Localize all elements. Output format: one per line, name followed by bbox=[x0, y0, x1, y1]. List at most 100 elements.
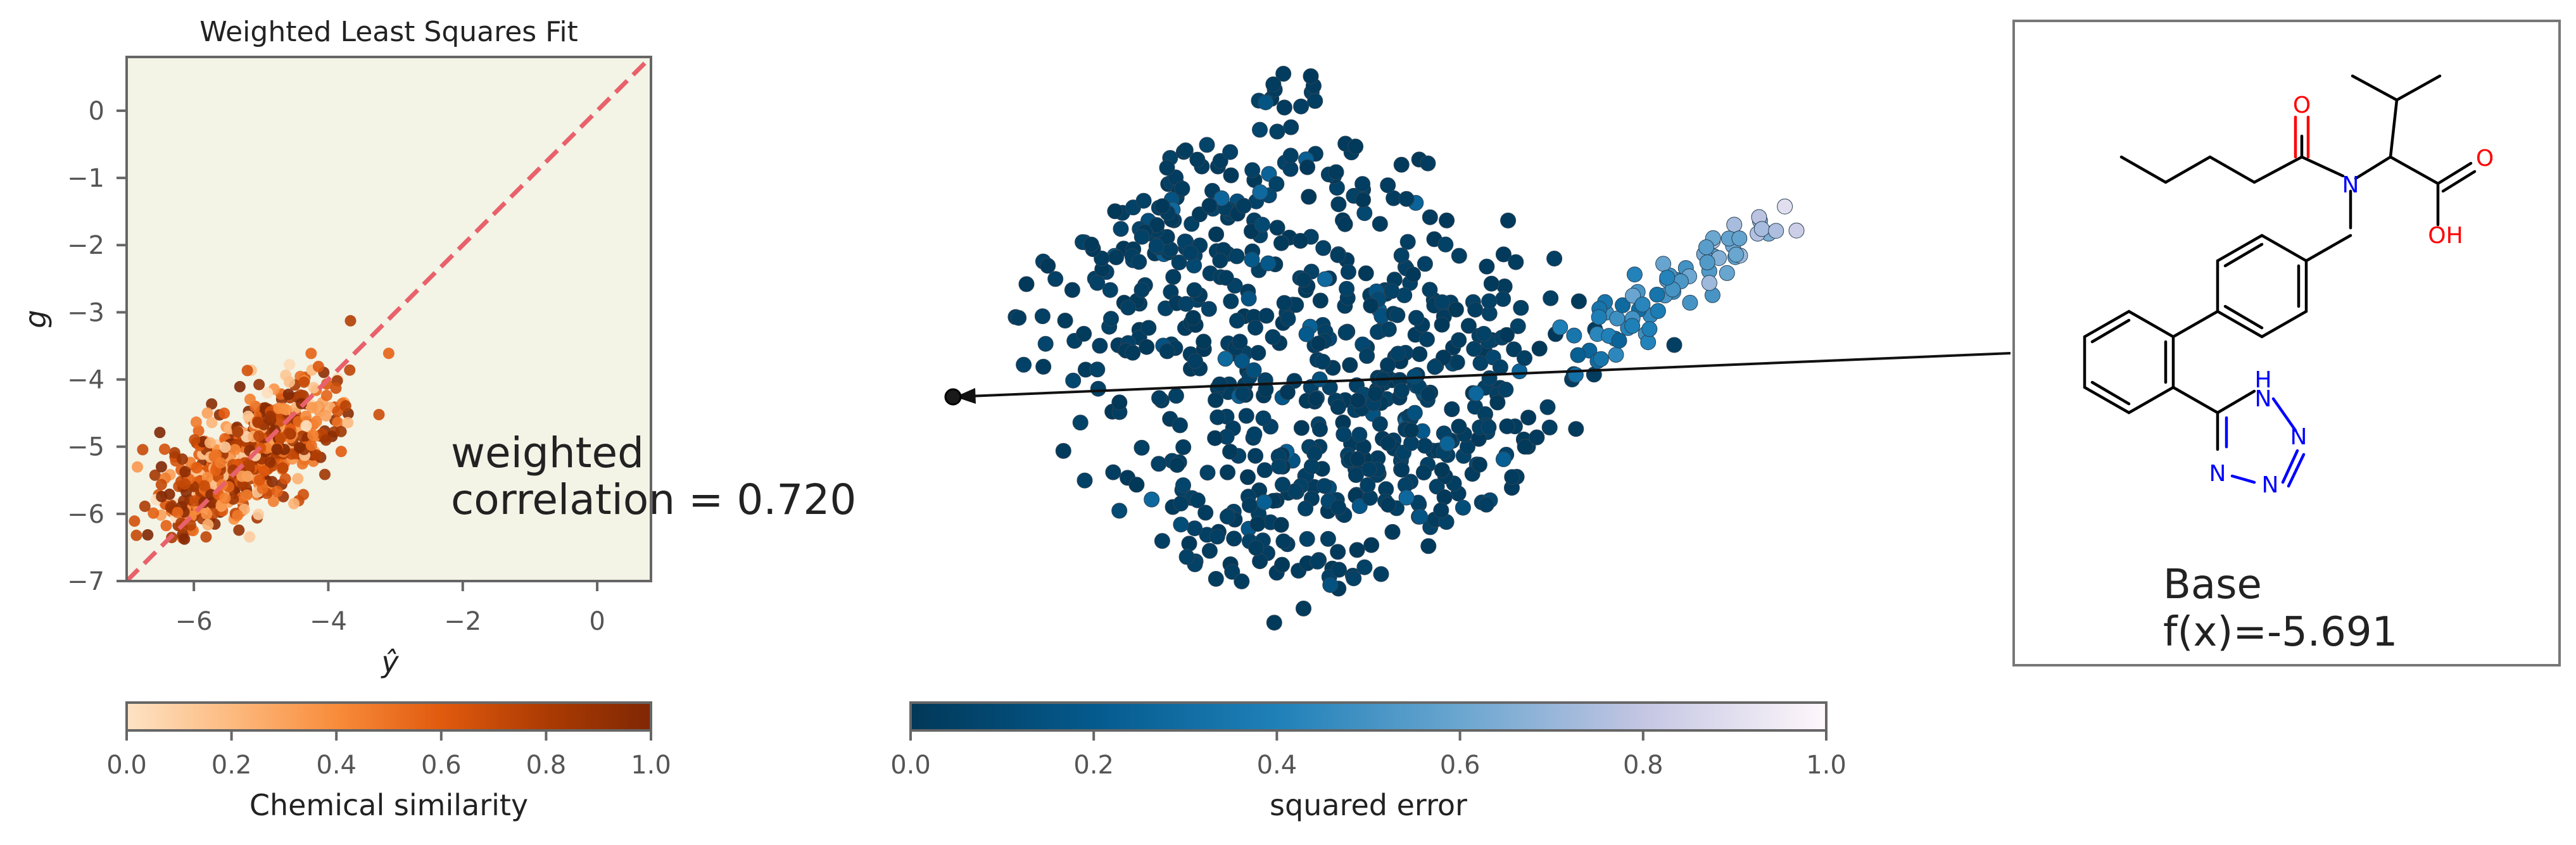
embedding-point bbox=[1360, 477, 1376, 493]
embedding-point bbox=[1591, 309, 1607, 325]
embedding-point bbox=[1212, 153, 1228, 169]
embedding-point bbox=[1389, 307, 1406, 323]
embedding-point bbox=[1380, 321, 1397, 337]
embedding-point bbox=[1788, 222, 1805, 239]
embedding-point bbox=[1047, 271, 1064, 287]
embedding-point bbox=[1570, 347, 1586, 363]
embedding-point bbox=[1566, 327, 1582, 344]
wls-point bbox=[277, 462, 289, 474]
embedding-point bbox=[1197, 504, 1214, 521]
embedding-point bbox=[1303, 68, 1319, 84]
embedding-point bbox=[1246, 426, 1263, 442]
wls-point bbox=[310, 449, 322, 461]
embedding-point bbox=[1269, 123, 1285, 140]
wls-point bbox=[335, 425, 347, 437]
embedding-point bbox=[1292, 233, 1309, 249]
embedding-point bbox=[1308, 391, 1324, 407]
wls-point bbox=[312, 361, 324, 372]
wls-point bbox=[258, 465, 270, 477]
embedding-point bbox=[1256, 494, 1273, 510]
wls-point bbox=[218, 407, 230, 419]
wls-point bbox=[142, 529, 154, 541]
embedding-point bbox=[1246, 362, 1262, 379]
embedding-point bbox=[1608, 347, 1624, 363]
embedding-point bbox=[1120, 299, 1137, 316]
wls-point bbox=[232, 510, 244, 522]
embedding-point bbox=[1475, 325, 1492, 342]
wls-point bbox=[382, 347, 395, 360]
wls-point bbox=[229, 444, 241, 456]
embedding-point bbox=[1495, 291, 1512, 307]
embedding-point bbox=[1481, 293, 1498, 310]
embedding-point bbox=[1349, 451, 1366, 467]
embedding-point bbox=[1274, 556, 1291, 573]
embedding-point bbox=[1659, 270, 1676, 286]
embedding-point bbox=[1698, 239, 1714, 256]
embedding-point bbox=[1330, 196, 1347, 213]
wls-point bbox=[155, 461, 167, 473]
embedding-point bbox=[1140, 320, 1157, 336]
embedding-point bbox=[1306, 446, 1323, 461]
embedding-point bbox=[1275, 533, 1292, 549]
embedding-point bbox=[1335, 426, 1352, 442]
embedding-point bbox=[1252, 553, 1268, 570]
embedding-point bbox=[1439, 212, 1455, 228]
embedding-point bbox=[1394, 461, 1410, 478]
wls-y-tick-label: −2 bbox=[67, 231, 104, 260]
embedding-point bbox=[1495, 451, 1512, 467]
embedding-point bbox=[1208, 571, 1224, 587]
embedding-point bbox=[1449, 354, 1465, 370]
wls-y-tick-label: −5 bbox=[67, 433, 104, 462]
embedding-point bbox=[1567, 366, 1584, 383]
embedding-point bbox=[1260, 255, 1277, 272]
embedding-point bbox=[1207, 430, 1223, 446]
wls-point bbox=[232, 426, 244, 437]
embedding-point bbox=[1330, 247, 1346, 263]
embedding-point bbox=[1249, 516, 1266, 532]
embedding-point bbox=[1287, 483, 1304, 499]
wls-y-tick-label: −3 bbox=[67, 298, 104, 327]
embedding-point bbox=[1250, 345, 1266, 361]
embedding-point bbox=[1406, 404, 1423, 421]
embedding-point bbox=[1451, 332, 1467, 348]
error-colorbar: 0.0 0.2 0.4 0.6 0.8 1.0 squared error bbox=[890, 701, 1847, 822]
embedding-point bbox=[1393, 156, 1410, 173]
wls-point bbox=[264, 456, 276, 468]
embedding-point bbox=[1296, 272, 1311, 288]
wls-point bbox=[130, 529, 142, 541]
embedding-point bbox=[1420, 386, 1437, 403]
wls-point bbox=[264, 410, 276, 422]
embedding-point bbox=[1247, 320, 1263, 336]
embedding-point bbox=[1593, 351, 1609, 367]
embedding-point bbox=[1175, 477, 1191, 494]
embedding-point bbox=[1034, 308, 1051, 325]
embedding-point bbox=[1111, 394, 1128, 411]
wls-point bbox=[305, 439, 317, 451]
phenyl-ring-bonds bbox=[2083, 310, 2219, 415]
wls-point bbox=[172, 506, 184, 518]
similarity-colorbar-tick-label: 0.8 bbox=[526, 751, 567, 780]
embedding-point bbox=[1468, 385, 1484, 402]
embedding-point bbox=[1568, 421, 1584, 437]
wls-point bbox=[219, 441, 231, 453]
embedding-point bbox=[1102, 282, 1118, 298]
wls-points bbox=[129, 315, 395, 545]
wls-point bbox=[298, 376, 310, 388]
wls-point bbox=[298, 489, 309, 501]
embedding-point bbox=[1626, 266, 1643, 283]
similarity-colorbar-tick-label: 0.0 bbox=[106, 751, 147, 780]
embedding-point bbox=[1171, 254, 1187, 271]
embedding-point bbox=[1310, 335, 1327, 352]
wls-y-tick-label: −1 bbox=[67, 164, 104, 193]
wls-point bbox=[179, 466, 191, 478]
embedding-point bbox=[1403, 422, 1419, 439]
wls-point bbox=[241, 365, 253, 377]
embedding-point bbox=[1234, 353, 1250, 369]
embedding-point bbox=[1165, 269, 1182, 285]
embedding-point bbox=[1016, 356, 1032, 373]
embedding-point bbox=[1417, 437, 1433, 454]
embedding-point bbox=[1229, 313, 1246, 329]
embedding-point bbox=[1296, 600, 1311, 617]
similarity-colorbar-ticks: 0.0 0.2 0.4 0.6 0.8 1.0 bbox=[106, 730, 671, 780]
embedding-point bbox=[1649, 287, 1665, 303]
